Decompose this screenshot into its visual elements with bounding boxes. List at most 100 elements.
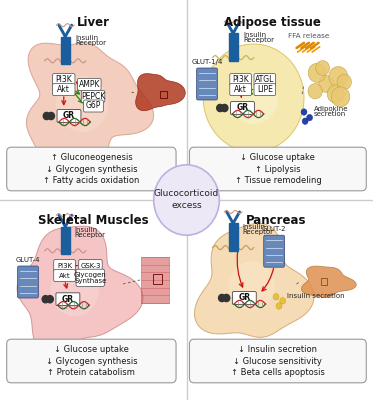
FancyBboxPatch shape xyxy=(54,270,75,282)
FancyBboxPatch shape xyxy=(189,339,366,383)
Text: Akt: Akt xyxy=(57,85,70,94)
Text: ↑ Fatty acids oxidation: ↑ Fatty acids oxidation xyxy=(43,176,140,185)
Text: Adipose tissue: Adipose tissue xyxy=(224,16,321,29)
FancyBboxPatch shape xyxy=(84,100,103,112)
FancyBboxPatch shape xyxy=(79,260,102,272)
Text: secretion: secretion xyxy=(314,111,346,117)
Text: excess: excess xyxy=(171,202,202,210)
Circle shape xyxy=(217,104,223,112)
Text: ↑ Gluconeogenesis: ↑ Gluconeogenesis xyxy=(50,153,132,162)
Text: LIPE: LIPE xyxy=(257,85,273,94)
Text: GSK-3: GSK-3 xyxy=(80,262,101,269)
FancyBboxPatch shape xyxy=(7,339,176,383)
Circle shape xyxy=(221,104,228,112)
FancyBboxPatch shape xyxy=(197,68,217,100)
Text: ↓ Glucose uptake: ↓ Glucose uptake xyxy=(54,345,129,354)
Text: GR: GR xyxy=(62,295,74,304)
Circle shape xyxy=(50,264,99,316)
Bar xyxy=(229,223,238,251)
Text: Akt: Akt xyxy=(234,85,247,94)
Circle shape xyxy=(229,261,275,311)
FancyBboxPatch shape xyxy=(78,78,101,90)
Text: ↑ Lipolysis: ↑ Lipolysis xyxy=(255,164,301,174)
Text: PI3K: PI3K xyxy=(232,75,249,84)
Text: Insulin: Insulin xyxy=(75,227,98,233)
FancyBboxPatch shape xyxy=(230,84,251,96)
FancyBboxPatch shape xyxy=(53,74,75,86)
Text: Insulin secretion: Insulin secretion xyxy=(287,293,345,298)
Circle shape xyxy=(154,165,219,235)
Text: ↑ Protein catabolism: ↑ Protein catabolism xyxy=(47,368,135,377)
Text: Receptor: Receptor xyxy=(244,36,275,42)
Text: ↑ Beta cells apoptosis: ↑ Beta cells apoptosis xyxy=(231,368,325,377)
Circle shape xyxy=(47,296,53,303)
Text: FFA release: FFA release xyxy=(288,33,329,39)
Text: Glucocorticoid: Glucocorticoid xyxy=(154,190,219,198)
Text: Skeletal Muscles: Skeletal Muscles xyxy=(38,214,148,227)
Polygon shape xyxy=(26,42,154,167)
Bar xyxy=(61,226,70,254)
FancyBboxPatch shape xyxy=(81,90,105,102)
Text: AMPK: AMPK xyxy=(79,80,100,89)
Circle shape xyxy=(329,66,348,87)
Text: Akt: Akt xyxy=(59,273,70,278)
Circle shape xyxy=(327,85,344,103)
Text: ↓ Glucose uptake: ↓ Glucose uptake xyxy=(241,153,315,162)
FancyBboxPatch shape xyxy=(54,260,75,272)
Circle shape xyxy=(319,76,334,92)
Text: ↓ Glycogen synthesis: ↓ Glycogen synthesis xyxy=(46,356,137,366)
FancyBboxPatch shape xyxy=(264,235,285,267)
Text: G6P: G6P xyxy=(86,102,101,110)
Circle shape xyxy=(280,298,286,304)
FancyBboxPatch shape xyxy=(76,269,104,286)
Circle shape xyxy=(308,84,322,99)
Text: ↑ Tissue remodeling: ↑ Tissue remodeling xyxy=(235,176,321,185)
Text: GR: GR xyxy=(63,112,75,120)
Circle shape xyxy=(43,112,50,120)
FancyBboxPatch shape xyxy=(7,147,176,191)
Text: ATGL: ATGL xyxy=(255,75,275,84)
Circle shape xyxy=(276,303,282,309)
Text: GR: GR xyxy=(236,104,248,112)
Text: Receptor: Receptor xyxy=(75,232,106,238)
Polygon shape xyxy=(17,226,143,354)
Circle shape xyxy=(308,63,326,82)
Circle shape xyxy=(229,72,278,124)
Text: PI3K: PI3K xyxy=(57,262,72,269)
Circle shape xyxy=(302,118,308,124)
Text: ↓ Insulin secretion: ↓ Insulin secretion xyxy=(238,345,317,354)
FancyBboxPatch shape xyxy=(230,74,251,86)
FancyBboxPatch shape xyxy=(53,84,75,96)
Bar xyxy=(61,36,70,64)
FancyBboxPatch shape xyxy=(254,84,276,96)
Text: GR: GR xyxy=(238,294,250,302)
FancyBboxPatch shape xyxy=(254,74,276,86)
FancyBboxPatch shape xyxy=(189,147,366,191)
Circle shape xyxy=(56,76,108,132)
Bar xyxy=(141,257,169,303)
Circle shape xyxy=(307,114,313,121)
Circle shape xyxy=(273,294,279,300)
Bar xyxy=(321,278,327,285)
Text: ↓ Glucose sensitivity: ↓ Glucose sensitivity xyxy=(233,356,322,366)
FancyBboxPatch shape xyxy=(56,293,80,306)
Circle shape xyxy=(219,294,225,302)
Text: Insulin: Insulin xyxy=(244,32,267,38)
Text: Receptor: Receptor xyxy=(242,228,273,234)
Circle shape xyxy=(42,296,49,303)
Text: ↓ Glycogen synthesis: ↓ Glycogen synthesis xyxy=(46,164,137,174)
Circle shape xyxy=(301,109,307,115)
Bar xyxy=(153,274,162,284)
Text: Insulin: Insulin xyxy=(76,35,99,41)
Polygon shape xyxy=(301,266,356,298)
Polygon shape xyxy=(136,74,185,111)
FancyBboxPatch shape xyxy=(232,292,256,304)
Text: GLUT-2: GLUT-2 xyxy=(262,226,286,232)
Text: PEPCK: PEPCK xyxy=(81,92,105,101)
Text: Insulin: Insulin xyxy=(242,224,266,230)
Circle shape xyxy=(316,61,329,75)
Text: Pancreas: Pancreas xyxy=(246,214,306,227)
Text: Liver: Liver xyxy=(77,16,110,29)
Polygon shape xyxy=(194,223,314,337)
Text: Receptor: Receptor xyxy=(76,40,107,46)
